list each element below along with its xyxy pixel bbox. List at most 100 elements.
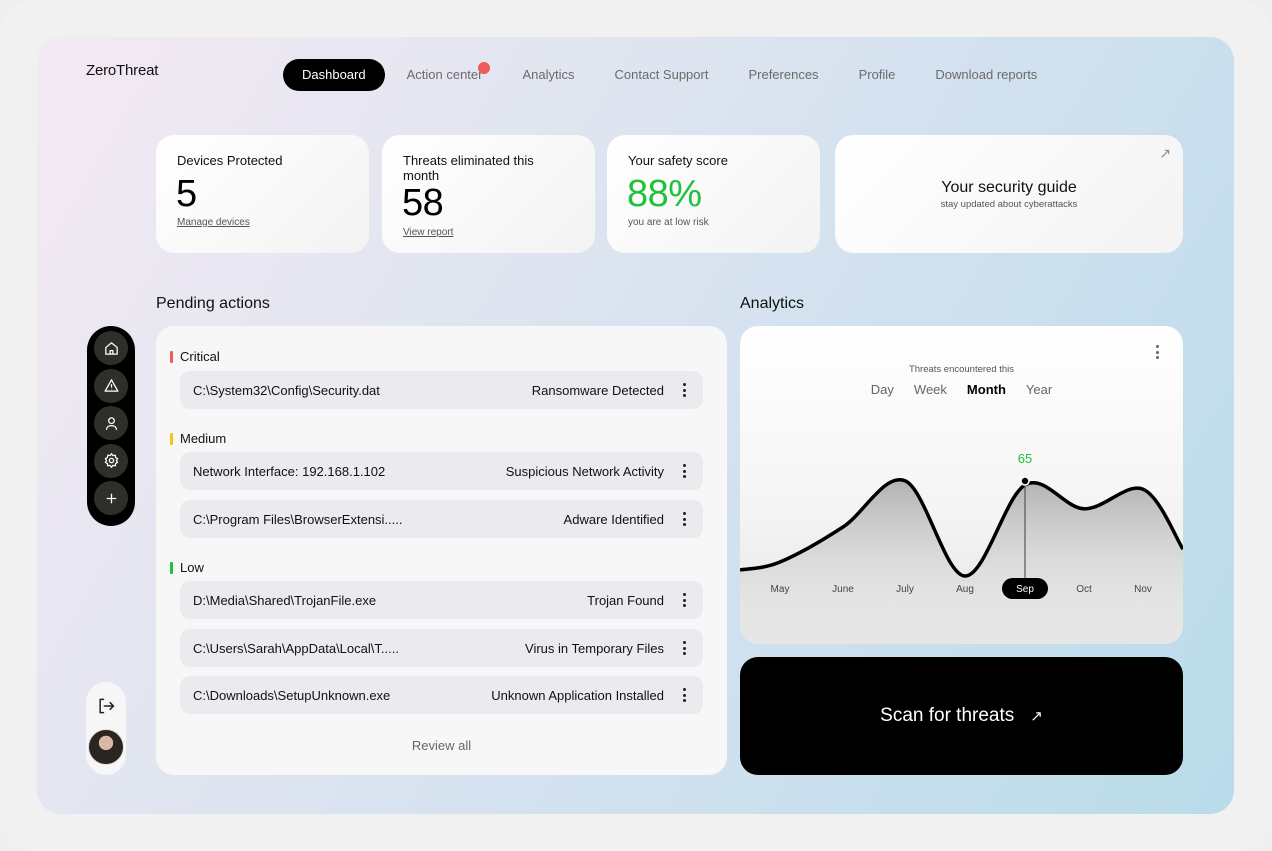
x-tick-label[interactable]: Oct (1076, 584, 1092, 595)
security-guide-title: Your security guide (941, 179, 1077, 196)
devices-protected-value: 5 (176, 173, 197, 215)
x-tick-label[interactable]: Nov (1134, 584, 1152, 595)
scan-label: Scan for threats (880, 705, 1015, 726)
safety-score-card: Your safety score 88% you are at low ris… (607, 135, 820, 253)
list-item[interactable]: C:\Downloads\SetupUnknown.exe Unknown Ap… (180, 676, 703, 714)
chart-area-fill (740, 479, 1183, 644)
group-label-text: Critical (180, 349, 220, 364)
nav-preferences[interactable]: Preferences (748, 67, 819, 82)
security-guide-subtitle: stay updated about cyberattacks (940, 199, 1078, 210)
safety-score-value: 88% (627, 173, 702, 215)
manage-devices-link[interactable]: Manage devices (177, 217, 250, 228)
safety-score-subtitle: you are at low risk (628, 217, 709, 228)
more-options-icon[interactable] (678, 512, 690, 526)
low-marker (170, 561, 173, 574)
period-tabs: Day Week Month Year (740, 382, 1183, 397)
group-label-text: Medium (180, 431, 227, 446)
sidebar-bottom (86, 682, 126, 775)
chart-caption: Threats encountered this (908, 364, 1015, 375)
sidebar-item-add[interactable] (94, 481, 128, 515)
threats-eliminated-value: 58 (402, 182, 444, 224)
chart-options-icon[interactable] (1151, 345, 1163, 359)
list-item[interactable]: Network Interface: 192.168.1.102 Suspici… (180, 452, 703, 490)
safety-score-title: Your safety score (628, 153, 728, 168)
settings-icon (104, 452, 118, 469)
file-path: C:\Program Files\BrowserExtensi..... (193, 511, 403, 527)
nav-dashboard[interactable]: Dashboard (283, 59, 385, 91)
pending-actions-title: Pending actions (156, 295, 270, 312)
list-item[interactable]: C:\Program Files\BrowserExtensi..... Adw… (180, 500, 703, 538)
file-path: C:\Users\Sarah\AppData\Local\T..... (193, 640, 399, 656)
analytics-panel: 65 May June July Aug Sep Oct Nov Threats encoun… (740, 326, 1183, 644)
threat-type: Unknown Application Installed (491, 687, 664, 703)
highlight-value-label: 65 (1018, 451, 1032, 466)
nav-download-reports[interactable]: Download reports (935, 67, 1038, 82)
plus-icon (106, 493, 116, 503)
pending-actions-panel: Critical C:\System32\Config\Security.dat… (156, 326, 727, 775)
more-options-icon[interactable] (678, 593, 690, 607)
sidebar-rail (87, 326, 135, 526)
threat-type: Adware Identified (563, 511, 664, 527)
threat-type: Trojan Found (587, 592, 664, 608)
tab-month[interactable]: Month (966, 382, 1006, 397)
threat-type: Virus in Temporary Files (525, 640, 664, 656)
devices-protected-title: Devices Protected (177, 153, 283, 168)
avatar[interactable] (88, 729, 124, 765)
review-all-button[interactable]: Review all (411, 738, 472, 753)
sidebar-item-user[interactable] (94, 406, 128, 440)
home-icon (104, 341, 118, 355)
nav-profile[interactable]: Profile (858, 67, 896, 82)
view-report-link[interactable]: View report (403, 227, 454, 238)
arrow-up-right-icon: ↗ (1159, 145, 1171, 161)
medium-marker (170, 432, 173, 445)
list-item[interactable]: D:\Media\Shared\TrojanFile.exe Trojan Fo… (180, 581, 703, 619)
top-nav: Dashboard Action center Analytics Contac… (283, 59, 1057, 91)
notification-dot (478, 62, 491, 74)
app-logo: ZeroThreat (86, 62, 159, 79)
analytics-title: Analytics (740, 295, 805, 312)
file-path: Network Interface: 192.168.1.102 (193, 463, 386, 479)
chart-series-line (740, 478, 1183, 578)
more-options-icon[interactable] (678, 464, 690, 478)
threat-type: Ransomware Detected (531, 382, 664, 398)
nav-analytics[interactable]: Analytics (522, 67, 575, 82)
logout-icon[interactable] (96, 696, 116, 716)
sidebar-item-alerts[interactable] (94, 368, 128, 403)
tab-year[interactable]: Year (1025, 382, 1053, 397)
group-label-text: Low (180, 560, 204, 575)
file-path: D:\Media\Shared\TrojanFile.exe (193, 592, 377, 608)
tab-day[interactable]: Day (870, 382, 894, 397)
x-tick-label[interactable]: May (771, 584, 790, 595)
file-path: C:\Downloads\SetupUnknown.exe (193, 687, 391, 703)
group-label-medium: Medium (170, 431, 226, 446)
threats-chart: 65 May June July Aug Sep Oct Nov (740, 451, 1183, 644)
file-path: C:\System32\Config\Security.dat (193, 382, 380, 398)
more-options-icon[interactable] (678, 688, 690, 702)
sidebar-item-home[interactable] (94, 331, 128, 365)
highlight-point[interactable] (1020, 476, 1030, 486)
user-icon (105, 416, 117, 430)
nav-action-center-label: Action center (406, 67, 483, 82)
sidebar-item-settings[interactable] (94, 443, 128, 478)
critical-marker (170, 350, 173, 363)
group-label-critical: Critical (170, 349, 220, 364)
more-options-icon[interactable] (678, 641, 690, 655)
threats-eliminated-title: Threats eliminated this month (403, 153, 534, 183)
x-tick-label[interactable]: Sep (1016, 584, 1034, 595)
threats-eliminated-card: Threats eliminated this month 58 View re… (382, 135, 595, 253)
list-item[interactable]: C:\Users\Sarah\AppData\Local\T..... Viru… (180, 629, 703, 667)
security-guide-card[interactable]: ↗ Your security guide stay updated about… (835, 135, 1183, 253)
x-tick-label[interactable]: July (896, 584, 914, 595)
group-label-low: Low (170, 560, 204, 575)
list-item[interactable]: C:\System32\Config\Security.dat Ransomwa… (180, 371, 703, 409)
more-options-icon[interactable] (678, 383, 690, 397)
tab-week[interactable]: Week (913, 382, 947, 397)
nav-contact-support[interactable]: Contact Support (614, 67, 709, 82)
arrow-up-right-icon: ↗ (1030, 708, 1043, 725)
x-tick-label[interactable]: Aug (956, 584, 974, 595)
nav-action-center[interactable]: Action center (387, 59, 503, 91)
dashboard-window: ZeroThreat Dashboard Action center Analy… (37, 37, 1234, 814)
scan-for-threats-button[interactable]: Scan for threats ↗ (740, 657, 1183, 775)
x-tick-label[interactable]: June (832, 584, 854, 595)
selected-month-pill[interactable] (1002, 578, 1048, 599)
